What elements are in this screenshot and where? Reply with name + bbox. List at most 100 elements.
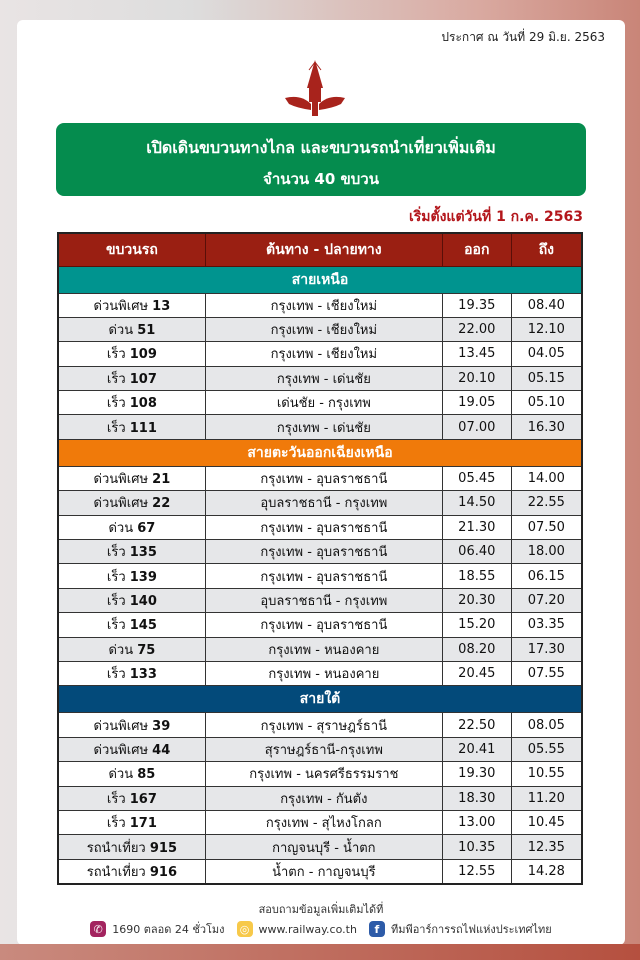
phone-icon: ✆: [90, 921, 107, 937]
train-number: 75: [137, 642, 156, 658]
contact-row: ✆ 1690 ตลอด 24 ชั่วโมง ◎ www.railway.co.…: [17, 920, 625, 938]
train-number: 44: [152, 742, 171, 758]
facebook-page[interactable]: ทีมพีอาร์การรถไฟแห่งประเทศไทย: [390, 923, 552, 936]
table-row: รถนำเที่ยว 916 น้ำตก - กาญจนบุรี 12.55 1…: [57, 858, 583, 885]
departure-cell: 21.30: [441, 514, 512, 541]
announcement-date: ประกาศ ณ วันที่ 29 มิ.ย. 2563: [441, 30, 605, 44]
arrival-cell: 08.40: [510, 292, 583, 318]
title-line-2: จำนวน 40 ขบวน: [263, 170, 379, 188]
section-name: สายเหนือ: [57, 265, 583, 294]
section-header: สายเหนือ: [57, 265, 583, 294]
arrival-cell: 22.55: [510, 490, 583, 516]
train-cell: รถนำเที่ยว 916: [57, 858, 206, 885]
train-number: 139: [129, 569, 157, 585]
train-type: ด่วนพิเศษ: [93, 496, 149, 512]
train-number: 915: [149, 840, 178, 856]
train-cell: ด่วน 85: [57, 761, 206, 787]
train-number: 107: [129, 371, 157, 387]
departure-cell: 19.35: [441, 292, 512, 318]
departure-cell: 20.41: [441, 736, 512, 763]
departure-cell: 19.05: [441, 390, 512, 416]
arrival-cell: 14.28: [510, 858, 583, 885]
route-cell: กรุงเทพ - อุบลราชธานี: [204, 612, 443, 638]
train-cell: เร็ว 107: [57, 365, 206, 392]
departure-cell: 08.20: [441, 636, 512, 662]
column-header: ขบวนรถ: [57, 232, 206, 267]
train-number: 109: [129, 347, 157, 363]
train-cell: เร็ว 140: [57, 587, 206, 614]
table-row: เร็ว 171 กรุงเทพ - สุไหงโกลก 13.00 10.45: [57, 809, 583, 836]
train-number: 167: [129, 791, 157, 807]
start-date: เริ่มตั้งแต่วันที่ 1 ก.ค. 2563: [408, 209, 583, 225]
table-row: ด่วน 75 กรุงเทพ - หนองคาย 08.20 17.30: [57, 636, 583, 662]
arrival-cell: 07.55: [510, 660, 583, 687]
title-line-1: เปิดเดินขบวนทางไกล และขบวนรถนำเที่ยวเพิ่…: [146, 138, 496, 157]
train-number: 135: [129, 545, 157, 561]
arrival-cell: 08.05: [510, 712, 583, 738]
train-cell: ด่วน 75: [57, 636, 206, 662]
train-number: 171: [129, 816, 157, 832]
train-number: 13: [152, 298, 171, 314]
train-type: เร็ว: [106, 593, 126, 609]
train-number: 111: [129, 420, 157, 436]
arrival-cell: 12.35: [510, 834, 583, 860]
train-cell: ด่วนพิเศษ 22: [57, 490, 206, 516]
table-row: เร็ว 111 กรุงเทพ - เด่นชัย 07.00 16.30: [57, 414, 583, 440]
route-cell: กรุงเทพ - หนองคาย: [204, 636, 443, 662]
table-row: เร็ว 109 กรุงเทพ - เชียงใหม่ 13.45 04.05: [57, 341, 583, 367]
train-type: เร็ว: [106, 618, 126, 634]
route-cell: กรุงเทพ - สุไหงโกลก: [204, 809, 443, 836]
departure-cell: 20.30: [441, 587, 512, 614]
train-number: 133: [129, 667, 157, 683]
train-type: ด่วน: [108, 642, 134, 658]
table-row: ด่วนพิเศษ 13 กรุงเทพ - เชียงใหม่ 19.35 0…: [57, 292, 583, 318]
arrival-cell: 05.55: [510, 736, 583, 763]
departure-cell: 13.00: [441, 809, 512, 836]
arrival-cell: 16.30: [510, 414, 583, 440]
website-link[interactable]: www.railway.co.th: [258, 922, 357, 936]
train-number: 21: [152, 472, 171, 488]
train-type: เร็ว: [106, 371, 126, 387]
section-header: สายตะวันออกเฉียงเหนือ: [57, 438, 583, 467]
column-header: ถึง: [510, 232, 583, 267]
table-row: ด่วนพิเศษ 22 อุบลราชธานี - กรุงเทพ 14.50…: [57, 490, 583, 516]
train-number: 39: [152, 718, 171, 734]
train-cell: ด่วนพิเศษ 44: [57, 736, 206, 763]
route-cell: เด่นชัย - กรุงเทพ: [204, 390, 443, 416]
train-type: เร็ว: [106, 816, 126, 832]
train-type: เร็ว: [106, 791, 126, 807]
arrival-cell: 17.30: [510, 636, 583, 662]
train-number: 916: [149, 864, 178, 880]
poster-card: ประกาศ ณ วันที่ 29 มิ.ย. 2563 เปิดเดินขบ…: [17, 20, 625, 945]
arrival-cell: 14.00: [510, 465, 583, 492]
arrival-cell: 10.45: [510, 809, 583, 836]
route-cell: กรุงเทพ - เชียงใหม่: [204, 316, 443, 343]
train-number: 140: [129, 593, 157, 609]
table-row: ด่วน 85 กรุงเทพ - นครศรีธรรมราช 19.30 10…: [57, 761, 583, 787]
globe-icon: ◎: [236, 921, 253, 937]
route-cell: กรุงเทพ - อุบลราชธานี: [204, 514, 443, 541]
section-name: สายตะวันออกเฉียงเหนือ: [57, 438, 583, 467]
train-type: ด่วนพิเศษ: [93, 718, 149, 734]
arrival-cell: 18.00: [510, 539, 583, 565]
departure-cell: 18.55: [441, 563, 512, 589]
train-cell: เร็ว 133: [57, 660, 206, 687]
route-cell: กรุงเทพ - อุบลราชธานี: [204, 465, 443, 492]
train-cell: ด่วนพิเศษ 39: [57, 712, 206, 738]
table-row: เร็ว 133 กรุงเทพ - หนองคาย 20.45 07.55: [57, 660, 583, 687]
train-cell: เร็ว 167: [57, 785, 206, 811]
train-number: 22: [152, 496, 171, 512]
train-schedule-table: ขบวนรถ ต้นทาง - ปลายทาง ออก ถึง สายเหนือ ด่ว…: [57, 232, 583, 885]
arrival-cell: 03.35: [510, 612, 583, 638]
arrival-cell: 12.10: [510, 316, 583, 343]
train-type: ด่วน: [108, 323, 134, 339]
arrival-cell: 04.05: [510, 341, 583, 367]
arrival-cell: 06.15: [510, 563, 583, 589]
route-cell: กรุงเทพ - เชียงใหม่: [204, 292, 443, 318]
train-type: เร็ว: [106, 420, 126, 436]
train-cell: เร็ว 135: [57, 539, 206, 565]
train-cell: ด่วน 51: [57, 316, 206, 343]
table-row: ด่วนพิเศษ 21 กรุงเทพ - อุบลราชธานี 05.45…: [57, 465, 583, 492]
section-name: สายใต้: [57, 685, 583, 714]
train-number: 51: [137, 323, 156, 339]
